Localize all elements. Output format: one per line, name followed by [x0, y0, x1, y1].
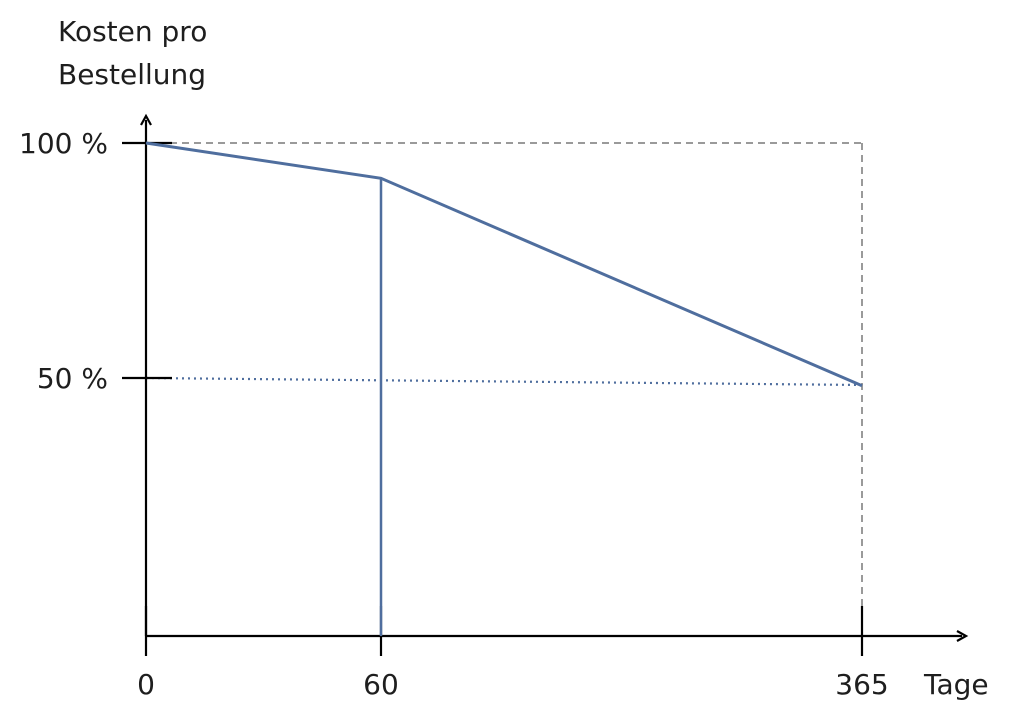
y-axis-label-line2: Bestellung [58, 58, 206, 91]
x-axis-label: Tage [923, 668, 989, 701]
series-line-cost [145, 141, 863, 388]
y-tick-label-100: 100 % [19, 127, 108, 160]
y-tick-label-50: 50 % [37, 362, 108, 395]
x-tick-label-365: 365 [835, 668, 888, 701]
x-tick-label-60: 60 [363, 668, 399, 701]
x-tick-label-0: 0 [137, 668, 155, 701]
y-axis-label-line1: Kosten pro [58, 15, 207, 48]
reference-line-50-dotted [145, 376, 863, 387]
